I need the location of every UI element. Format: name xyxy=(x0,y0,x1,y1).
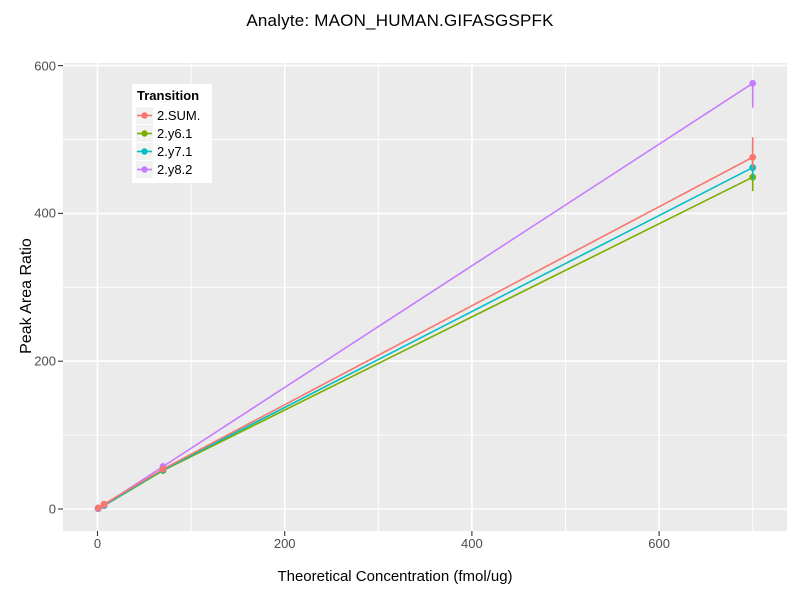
legend-entry-label: 2.y6.1 xyxy=(157,125,193,141)
data-point xyxy=(159,465,167,473)
y-tick-label: 200 xyxy=(34,353,56,369)
data-point xyxy=(749,153,757,161)
x-tick-label: 400 xyxy=(461,536,483,551)
legend-title: Transition xyxy=(137,88,200,103)
legend-key-icon xyxy=(136,106,153,124)
data-point xyxy=(94,504,102,512)
series-line xyxy=(97,156,754,509)
chart-title: Analyte: MAON_HUMAN.GIFASGSPFK xyxy=(246,11,554,30)
legend-entry: 2.SUM. xyxy=(136,106,208,124)
y-tick-label: 600 xyxy=(34,58,56,74)
y-tick-label: 0 xyxy=(48,501,56,517)
legend-entry-label: 2.SUM. xyxy=(157,107,201,123)
legend-entry-label: 2.y7.1 xyxy=(157,143,193,159)
legend-entry: 2.y6.1 xyxy=(136,124,208,142)
legend-entries: 2.SUM. 2.y6.1 2.y7.1 2.y8.2 xyxy=(136,106,208,178)
legend-key-icon xyxy=(136,142,153,160)
legend-key-icon xyxy=(136,124,153,142)
y-tick-label: 400 xyxy=(34,205,56,221)
series-group xyxy=(94,79,757,513)
legend-entry: 2.y7.1 xyxy=(136,142,208,160)
x-tick-label: 0 xyxy=(93,536,102,551)
x-axis-title: Theoretical Concentration (fmol/ug) xyxy=(277,568,513,585)
x-tick-label: 600 xyxy=(648,536,670,551)
y-axis-title: Peak Area Ratio xyxy=(18,238,35,354)
legend-key-icon xyxy=(136,160,153,178)
legend-entry-label: 2.y8.2 xyxy=(157,161,193,177)
x-tick-label: 200 xyxy=(273,536,296,551)
legend-entry: 2.y8.2 xyxy=(136,160,208,178)
data-point xyxy=(749,79,757,87)
legend: Transition 2.SUM. 2.y6.1 2.y7.1 2.y8.2 xyxy=(132,84,212,183)
data-point xyxy=(100,500,108,508)
